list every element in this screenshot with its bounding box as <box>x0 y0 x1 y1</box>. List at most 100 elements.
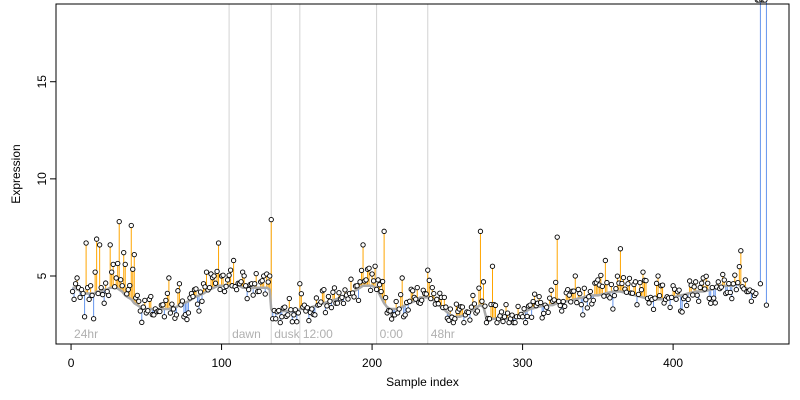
data-point <box>340 300 347 307</box>
data-point <box>379 278 386 285</box>
data-point <box>250 292 256 298</box>
data-point <box>742 277 749 283</box>
data-point <box>607 295 613 301</box>
data-point <box>184 316 190 323</box>
data-point <box>203 269 210 275</box>
data-point <box>604 279 610 286</box>
data-point <box>522 319 529 326</box>
data-point <box>626 275 633 282</box>
data-point <box>527 302 533 308</box>
data-point <box>230 257 237 264</box>
data-point <box>107 242 113 248</box>
data-point <box>113 275 119 281</box>
data-point <box>233 286 240 293</box>
data-point <box>531 291 538 297</box>
data-point <box>190 293 196 300</box>
data-point <box>74 275 80 281</box>
data-point <box>690 292 696 298</box>
data-point <box>373 286 380 292</box>
data-point <box>685 296 691 302</box>
data-point <box>193 286 199 292</box>
data-point <box>601 293 607 299</box>
data-point <box>694 292 700 298</box>
x-axis-label: Sample index <box>386 375 459 389</box>
data-point <box>199 298 205 304</box>
data-point <box>238 279 244 285</box>
data-point <box>381 228 387 234</box>
data-point <box>634 302 640 308</box>
data-point <box>538 299 544 306</box>
data-point <box>313 295 320 301</box>
data-point <box>134 292 140 299</box>
data-point <box>357 279 363 285</box>
data-point <box>402 312 408 318</box>
data-point <box>194 301 201 307</box>
data-point <box>712 300 718 306</box>
data-point <box>297 281 303 287</box>
data-point <box>214 268 220 274</box>
data-point <box>223 283 229 289</box>
data-point <box>599 283 606 290</box>
data-point <box>115 260 121 267</box>
data-point <box>635 291 642 298</box>
data-point <box>265 279 271 285</box>
data-point <box>396 306 402 312</box>
x-tick-label: 300 <box>513 356 533 370</box>
data-point <box>708 300 714 306</box>
data-point <box>298 291 304 297</box>
data-point <box>730 281 736 287</box>
data-point <box>100 291 106 298</box>
data-point <box>705 280 711 286</box>
data-point <box>69 288 76 295</box>
data-point <box>101 300 107 306</box>
data-point <box>620 274 627 281</box>
data-point <box>471 301 478 307</box>
data-point <box>130 266 136 272</box>
data-point <box>89 292 95 299</box>
data-point <box>324 303 330 309</box>
data-point <box>220 272 226 278</box>
data-point <box>453 301 460 307</box>
data-point <box>370 278 377 284</box>
data-point <box>345 296 351 302</box>
data-point <box>387 308 393 314</box>
data-point <box>738 248 744 254</box>
data-point <box>285 312 291 318</box>
data-point <box>503 301 509 308</box>
data-point <box>693 279 699 285</box>
annotation-label: 0:00 <box>380 327 404 341</box>
data-point <box>512 319 518 326</box>
data-point <box>106 292 112 299</box>
data-point <box>632 279 639 285</box>
data-point <box>375 277 381 283</box>
data-point <box>668 294 675 301</box>
data-point <box>557 302 563 309</box>
data-point <box>679 309 685 315</box>
data-point <box>405 307 411 313</box>
data-point <box>413 296 419 302</box>
data-point <box>711 295 717 301</box>
data-point <box>545 309 551 315</box>
data-point <box>443 304 449 310</box>
data-point <box>736 263 742 270</box>
annotation-label: 24hr <box>74 327 98 341</box>
data-point <box>331 285 338 291</box>
data-point <box>528 314 535 320</box>
data-point <box>614 273 621 279</box>
data-point <box>468 304 475 310</box>
data-point <box>544 304 550 310</box>
data-point <box>276 307 282 314</box>
data-point <box>483 319 490 326</box>
data-point <box>732 272 738 278</box>
data-point <box>206 285 213 291</box>
data-point <box>519 314 526 320</box>
data-point <box>419 297 425 303</box>
data-point <box>697 284 703 291</box>
data-point <box>110 261 116 267</box>
data-point <box>638 287 645 293</box>
data-point <box>691 284 697 290</box>
point-layer <box>69 0 770 326</box>
data-point <box>327 298 333 304</box>
data-point <box>241 273 247 279</box>
data-point <box>581 285 587 291</box>
